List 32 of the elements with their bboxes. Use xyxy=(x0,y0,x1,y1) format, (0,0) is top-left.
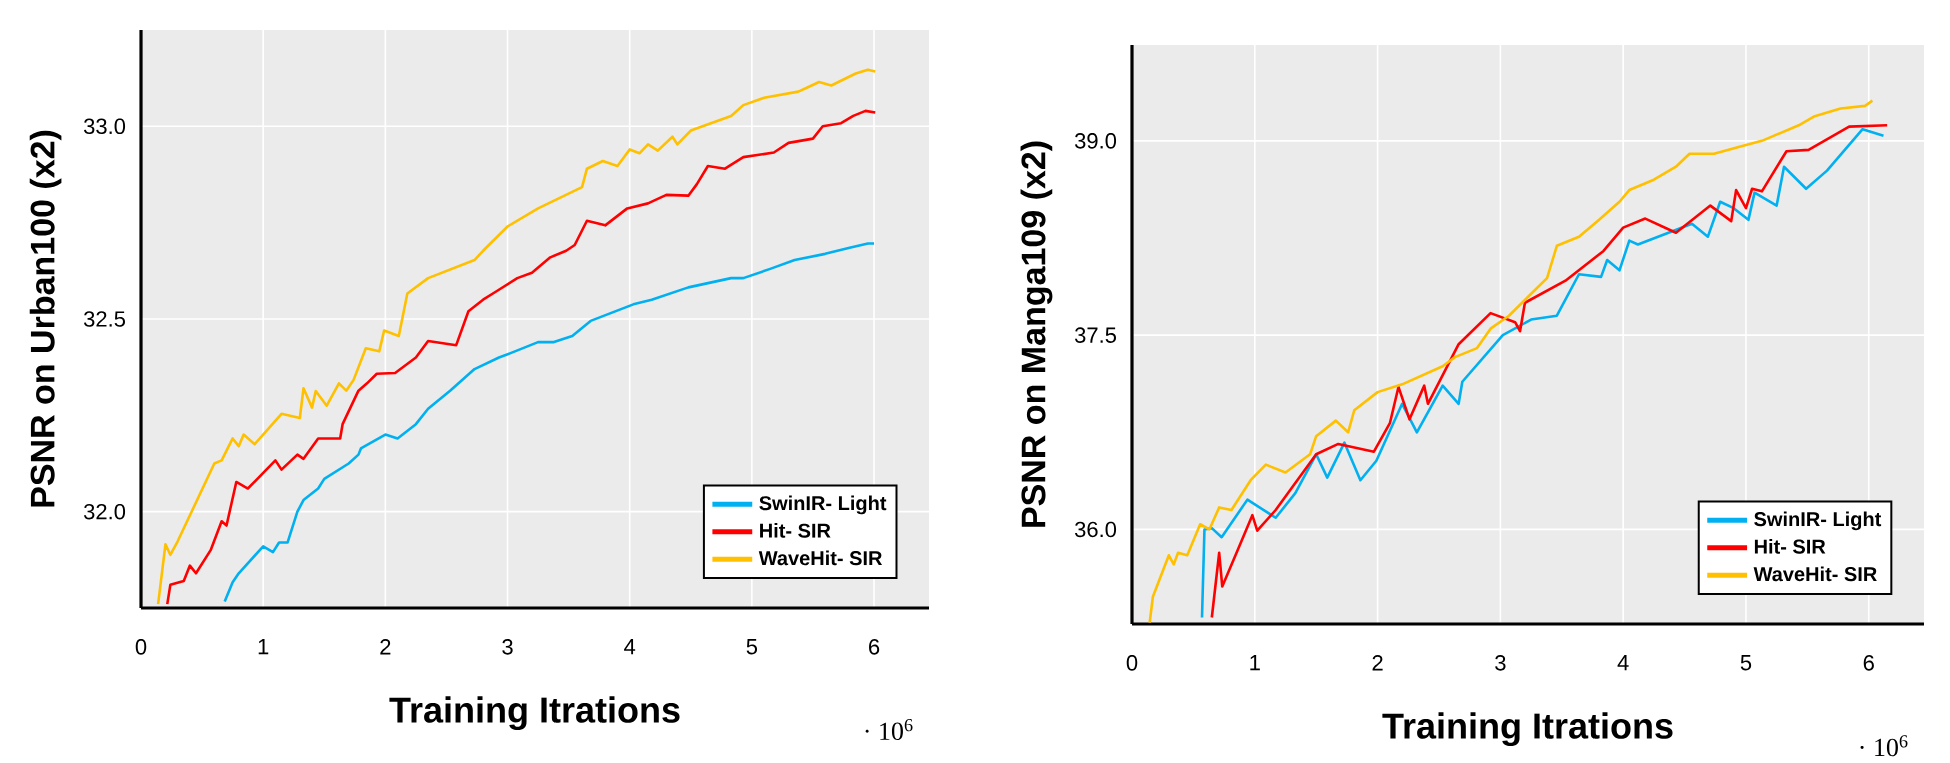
x-tick-label: 6 xyxy=(1863,655,1874,671)
y-axis-title: PSNR on Manga109 (x2) xyxy=(1020,141,1053,527)
text: · 10$^{6}$ xyxy=(865,719,913,741)
x-tick-label: 5 xyxy=(1740,655,1752,671)
y-axis-title: PSNR on Urban100 (x2) xyxy=(29,130,62,507)
y-tick-label: 32.0 xyxy=(83,503,126,520)
x-tick-label: 2 xyxy=(1372,655,1383,671)
x-axis-title: Training Itrations xyxy=(389,696,680,731)
x-tick-label: 0 xyxy=(1126,655,1138,671)
x-tick-label: 4 xyxy=(1617,655,1629,671)
x-tick-label: 1 xyxy=(258,639,269,655)
legend-label: SwinIR- Light xyxy=(759,495,887,515)
legend-label: WaveHit- SIR xyxy=(758,550,883,566)
legend-label: Hit- SIR xyxy=(1754,539,1826,554)
y-tick-label: 37.5 xyxy=(1074,327,1116,343)
legend-label: Hit- SIR xyxy=(760,523,831,538)
text: · 10$^{6}$ xyxy=(1860,735,1908,757)
legend-label: SwinIR- Light xyxy=(1754,511,1882,531)
y-tick-label: 32.5 xyxy=(83,311,125,327)
x-tick-label: 1 xyxy=(1250,655,1260,671)
x-tick-label: 3 xyxy=(1495,655,1506,671)
x-tick-label: 2 xyxy=(380,639,391,655)
x-axis-title: Training Itrations xyxy=(1382,712,1673,747)
x-tick-label: 0 xyxy=(135,639,147,655)
legend-label: WaveHit- SIR xyxy=(1753,566,1877,582)
y-tick-label: 33.0 xyxy=(83,118,126,135)
x-tick-label: 5 xyxy=(746,639,758,655)
y-tick-label: 36.0 xyxy=(1074,521,1117,538)
x-tick-label: 6 xyxy=(869,639,880,655)
y-tick-label: 39.0 xyxy=(1074,133,1117,149)
x-tick-label: 4 xyxy=(624,639,636,655)
x-tick-label: 3 xyxy=(502,639,513,655)
